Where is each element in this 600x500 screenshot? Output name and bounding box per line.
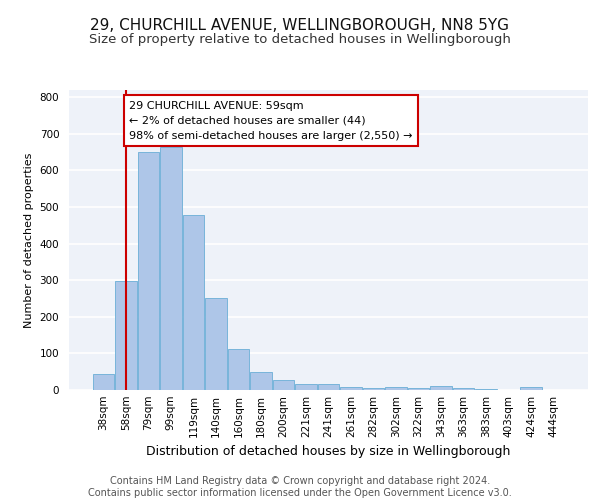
Bar bbox=[182, 216, 204, 390]
Bar bbox=[295, 384, 317, 390]
Y-axis label: Number of detached properties: Number of detached properties bbox=[24, 152, 34, 328]
Bar bbox=[453, 388, 475, 390]
Text: Size of property relative to detached houses in Wellingborough: Size of property relative to detached ho… bbox=[89, 32, 511, 46]
Text: 29 CHURCHILL AVENUE: 59sqm
← 2% of detached houses are smaller (44)
98% of semi-: 29 CHURCHILL AVENUE: 59sqm ← 2% of detac… bbox=[129, 101, 413, 140]
Bar bbox=[408, 388, 429, 390]
Bar bbox=[92, 374, 114, 390]
Bar bbox=[160, 146, 182, 390]
Bar bbox=[363, 388, 384, 390]
Bar bbox=[250, 372, 272, 390]
Bar bbox=[228, 348, 249, 390]
Bar bbox=[385, 388, 407, 390]
Bar bbox=[318, 384, 339, 390]
Bar bbox=[430, 386, 452, 390]
Bar bbox=[137, 152, 159, 390]
Bar bbox=[273, 380, 294, 390]
X-axis label: Distribution of detached houses by size in Wellingborough: Distribution of detached houses by size … bbox=[146, 446, 511, 458]
Text: Contains HM Land Registry data © Crown copyright and database right 2024.
Contai: Contains HM Land Registry data © Crown c… bbox=[88, 476, 512, 498]
Bar bbox=[205, 298, 227, 390]
Bar bbox=[520, 387, 542, 390]
Text: 29, CHURCHILL AVENUE, WELLINGBOROUGH, NN8 5YG: 29, CHURCHILL AVENUE, WELLINGBOROUGH, NN… bbox=[91, 18, 509, 32]
Bar bbox=[115, 282, 137, 390]
Bar bbox=[340, 388, 362, 390]
